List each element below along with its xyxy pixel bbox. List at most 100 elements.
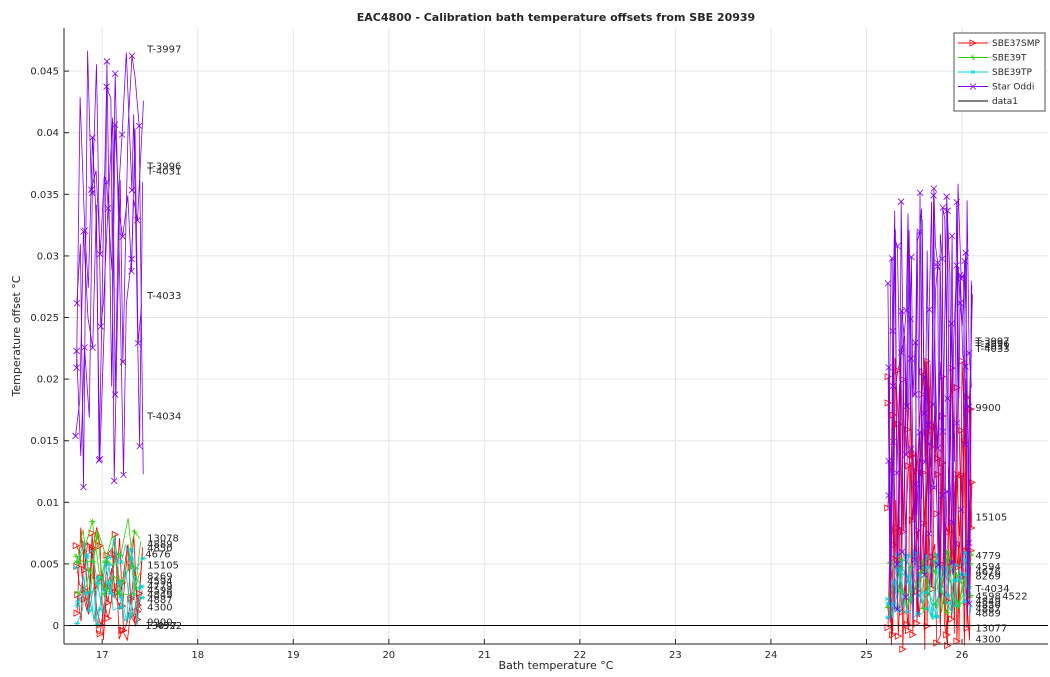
data-point xyxy=(116,580,123,585)
data-point xyxy=(894,560,901,568)
x-tick-label: 24 xyxy=(765,650,778,661)
data-point xyxy=(111,70,119,77)
annotation-label: 15105 xyxy=(147,561,179,572)
data-point xyxy=(921,571,928,579)
annotation-label: 4676 xyxy=(975,567,1000,578)
data-point xyxy=(909,631,917,639)
annotation-label: T-3996 xyxy=(146,161,181,172)
data-point xyxy=(944,593,951,598)
annotation-label: T-3997 xyxy=(974,336,1009,347)
axes: 17 18 19 20 21 22 23 24 25 26 0 0.005 0.01 0.015 0.02 0… xyxy=(30,28,1048,661)
data-point xyxy=(953,603,960,608)
data-point xyxy=(111,121,119,129)
data-point xyxy=(96,455,104,463)
data-point xyxy=(907,355,915,362)
data-point xyxy=(943,193,950,200)
data-point xyxy=(83,552,90,558)
data-point xyxy=(106,555,113,561)
data-point xyxy=(89,344,96,352)
data-point xyxy=(89,134,96,141)
annotation-label: 4598 xyxy=(975,591,1000,602)
data-point xyxy=(961,599,968,605)
data-point xyxy=(885,492,892,499)
annotation-label: T-4034 xyxy=(146,412,181,423)
data-point xyxy=(957,275,965,283)
series-star-oddi xyxy=(72,50,973,623)
annotation-label: 4887 xyxy=(975,604,1000,615)
legend-label: SBE37SMP xyxy=(992,39,1041,49)
y-tick-label: 0.02 xyxy=(37,375,59,386)
series-line xyxy=(76,52,143,457)
series-line xyxy=(887,360,972,650)
data-point xyxy=(73,299,81,307)
y-tick-label: 0.04 xyxy=(37,128,59,139)
y-tick-label: 0.005 xyxy=(30,559,59,570)
legend-label: data1 xyxy=(992,97,1018,107)
data-point xyxy=(916,429,924,436)
data-point xyxy=(911,339,919,346)
data-point xyxy=(894,605,901,613)
data-point xyxy=(72,541,81,550)
data-point xyxy=(953,262,960,269)
data-point xyxy=(913,619,921,627)
y-tick-label: 0.015 xyxy=(30,436,59,447)
data-point xyxy=(967,405,975,413)
data-point xyxy=(943,609,950,616)
plot-area xyxy=(64,28,1048,644)
annotation-label: 4522 xyxy=(1002,591,1027,602)
x-tick-label: 26 xyxy=(956,650,969,661)
annotation-label: 4887 xyxy=(147,595,172,606)
annotation-label: 4889 xyxy=(147,540,172,551)
data-point xyxy=(884,623,892,632)
x-tick-label: 25 xyxy=(860,650,873,661)
data-point xyxy=(920,605,927,612)
data-point xyxy=(138,584,145,589)
data-point xyxy=(970,54,976,61)
data-point xyxy=(73,364,80,371)
data-point xyxy=(948,615,956,623)
data-point xyxy=(73,609,81,617)
annotation-label: 8269 xyxy=(975,572,1000,583)
data-point xyxy=(952,540,959,547)
chart-title: EAC4800 - Calibration bath temperature o… xyxy=(357,11,755,24)
data-series xyxy=(64,50,1048,653)
x-tick-label: 23 xyxy=(669,650,682,661)
data-point xyxy=(905,553,912,558)
data-point xyxy=(105,561,112,567)
data-point xyxy=(80,483,87,491)
x-tick-label: 22 xyxy=(574,650,587,661)
data-point xyxy=(953,419,961,427)
data-point xyxy=(139,595,146,600)
series-line xyxy=(76,61,142,460)
y-tick-label: 0.045 xyxy=(30,67,59,78)
data-point xyxy=(932,614,939,619)
annotation-label: 15105 xyxy=(975,513,1007,524)
data-point xyxy=(74,621,81,626)
annotation-label: 4849 xyxy=(147,590,172,601)
data-point xyxy=(126,614,133,620)
series-sbe39tp xyxy=(72,536,972,627)
x-tick-label: 19 xyxy=(287,650,300,661)
data-point xyxy=(948,232,956,240)
legend-label: SBE39TP xyxy=(992,68,1033,78)
y-tick-label: 0.01 xyxy=(37,498,59,509)
legend-item: SBE39T xyxy=(958,54,1027,64)
x-tick-label: 20 xyxy=(382,650,395,661)
x-tick-label: 18 xyxy=(191,650,204,661)
x-axis-label: Bath temperature °C xyxy=(499,659,614,672)
grid xyxy=(64,28,1048,644)
data-point xyxy=(116,605,123,610)
data-point xyxy=(934,470,942,479)
data-point xyxy=(135,122,143,130)
data-point xyxy=(86,608,93,614)
series-line xyxy=(888,195,973,623)
data-point xyxy=(884,372,892,381)
data-point xyxy=(899,645,907,653)
series-line xyxy=(888,192,972,621)
annotation-label: 13077 xyxy=(975,623,1007,634)
data-point xyxy=(969,39,977,47)
data-point xyxy=(943,631,951,639)
data-point xyxy=(96,542,104,550)
data-point xyxy=(902,594,910,601)
